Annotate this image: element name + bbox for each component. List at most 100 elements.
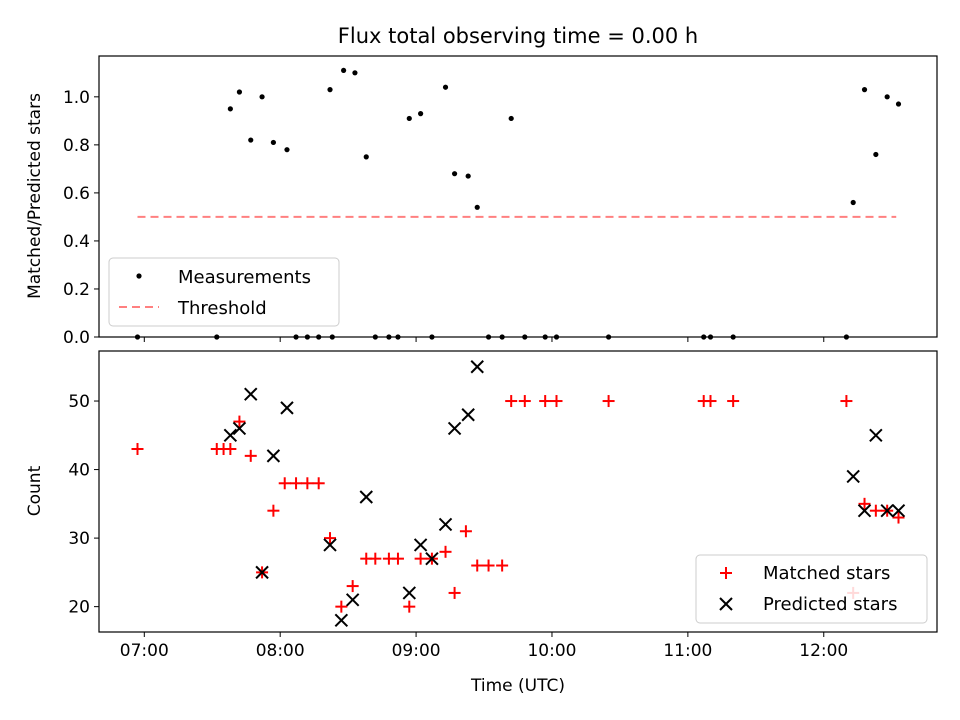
bottom-axes-frame (98, 350, 938, 633)
top-y-tick-label: 0.4 (63, 232, 90, 252)
matched-star-point (391, 552, 404, 565)
predicted-star-point (402, 586, 416, 600)
matched-star-point (369, 552, 382, 565)
measurement-point (406, 115, 412, 122)
predicted-star-point (438, 517, 453, 532)
x-tick-label: 11:00 (663, 641, 712, 661)
top-y-tick-label: 1.0 (63, 88, 90, 108)
matched-star-point (539, 395, 552, 408)
matched-star-point (496, 559, 509, 572)
x-tick-label: 09:00 (392, 641, 441, 661)
measurement-point (861, 87, 868, 93)
legend-marker-measurements (136, 273, 142, 279)
measurement-point (895, 101, 902, 107)
predicted-star-point (447, 421, 462, 436)
matched-star-point (278, 477, 291, 490)
measurement-point (327, 87, 333, 93)
bottom-y-tick-label: 30 (68, 529, 90, 549)
matched-star-point (482, 559, 495, 572)
matched-star-point (233, 415, 246, 428)
measurement-point (442, 84, 449, 90)
matched-star-point (840, 395, 853, 408)
measurement-point (341, 67, 347, 74)
measurement-point (270, 139, 276, 146)
predicted-star-point (266, 449, 281, 463)
predicted-star-point (223, 428, 238, 443)
legend-label-predicted: Predicted stars (763, 594, 897, 615)
predicted-star-point (232, 421, 247, 436)
bottom-legend-box (695, 554, 928, 624)
predicted-star-point (280, 401, 294, 415)
bottom-y-tick-label: 50 (68, 392, 90, 412)
predicted-star-point (359, 490, 373, 504)
x-tick-label: 08:00 (256, 641, 305, 661)
matched-star-point (869, 504, 882, 517)
top-y-axis-label: Matched/Predicted stars (25, 93, 45, 299)
matched-star-point (602, 395, 615, 408)
measurement-point (873, 151, 879, 158)
matched-star-point (505, 395, 518, 408)
matched-star-point (459, 525, 472, 538)
matched-star-point (471, 559, 484, 572)
matched-star-point (224, 443, 237, 456)
predicted-star-point (857, 503, 872, 518)
predicted-star-point (891, 503, 906, 518)
matched-star-point (301, 477, 314, 490)
predicted-star-point (425, 551, 439, 566)
bottom-legend: Matched stars Predicted stars (695, 554, 928, 624)
matched-star-point (448, 586, 461, 599)
matched-star-point (244, 449, 257, 462)
matched-star-point (704, 395, 717, 408)
predicted-star-point (461, 408, 475, 422)
matched-star-point (727, 395, 740, 408)
chart-title: Flux total observing time = 0.00 h (338, 24, 698, 48)
matched-star-point (346, 580, 359, 593)
measurement-point (352, 70, 358, 76)
legend-label-measurements: Measurements (178, 267, 311, 288)
matched-star-point (335, 600, 348, 613)
matched-star-point (414, 552, 427, 565)
measurement-point (451, 171, 458, 177)
x-axis-label: Time (UTC) (470, 676, 565, 696)
x-tick-label: 12:00 (799, 641, 848, 661)
predicted-star-point (345, 593, 360, 607)
top-panel: 0.0 0.2 0.4 0.6 0.8 1.0 Matched/Predicted sta… (25, 55, 938, 348)
matched-star-point (131, 443, 144, 456)
matched-star-point (267, 504, 280, 517)
bottom-y-axis-label: Count (25, 465, 45, 516)
legend-label-matched: Matched stars (763, 563, 890, 584)
matched-star-point (403, 600, 416, 613)
matched-star-point (439, 545, 452, 558)
top-y-tick-label: 0.2 (63, 280, 90, 300)
x-tick-label: 07:00 (120, 641, 169, 661)
measurement-point (850, 199, 856, 206)
top-y-tick-label: 0.6 (63, 184, 90, 204)
predicted-star-point (244, 387, 258, 401)
predicted-star-point (869, 428, 883, 443)
matched-star-point (290, 477, 303, 490)
matched-star-point (324, 532, 337, 545)
bottom-y-tick-label: 20 (68, 598, 90, 618)
top-y-tick-label: 0.0 (63, 328, 90, 348)
top-y-tick-label: 0.8 (63, 136, 90, 156)
top-axes-frame (98, 55, 938, 338)
measurement-point (508, 115, 514, 122)
legend-label-threshold: Threshold (177, 298, 267, 319)
measurement-point (418, 111, 424, 117)
predicted-star-point (413, 538, 428, 552)
measurement-point (363, 154, 369, 160)
predicted-star-point (880, 503, 894, 518)
matched-star-point (892, 511, 905, 524)
predicted-star-point (323, 538, 337, 552)
measurement-point (236, 89, 243, 95)
x-tick-label: 10:00 (527, 641, 576, 661)
predicted-star-point (255, 565, 269, 580)
measurement-point (465, 173, 471, 179)
predicted-star-point (846, 469, 860, 484)
matched-star-point (312, 477, 325, 490)
measurement-point (284, 147, 290, 153)
measurement-point (227, 106, 233, 112)
bottom-y-tick-label: 40 (68, 461, 90, 481)
matched-star-point (858, 497, 871, 510)
